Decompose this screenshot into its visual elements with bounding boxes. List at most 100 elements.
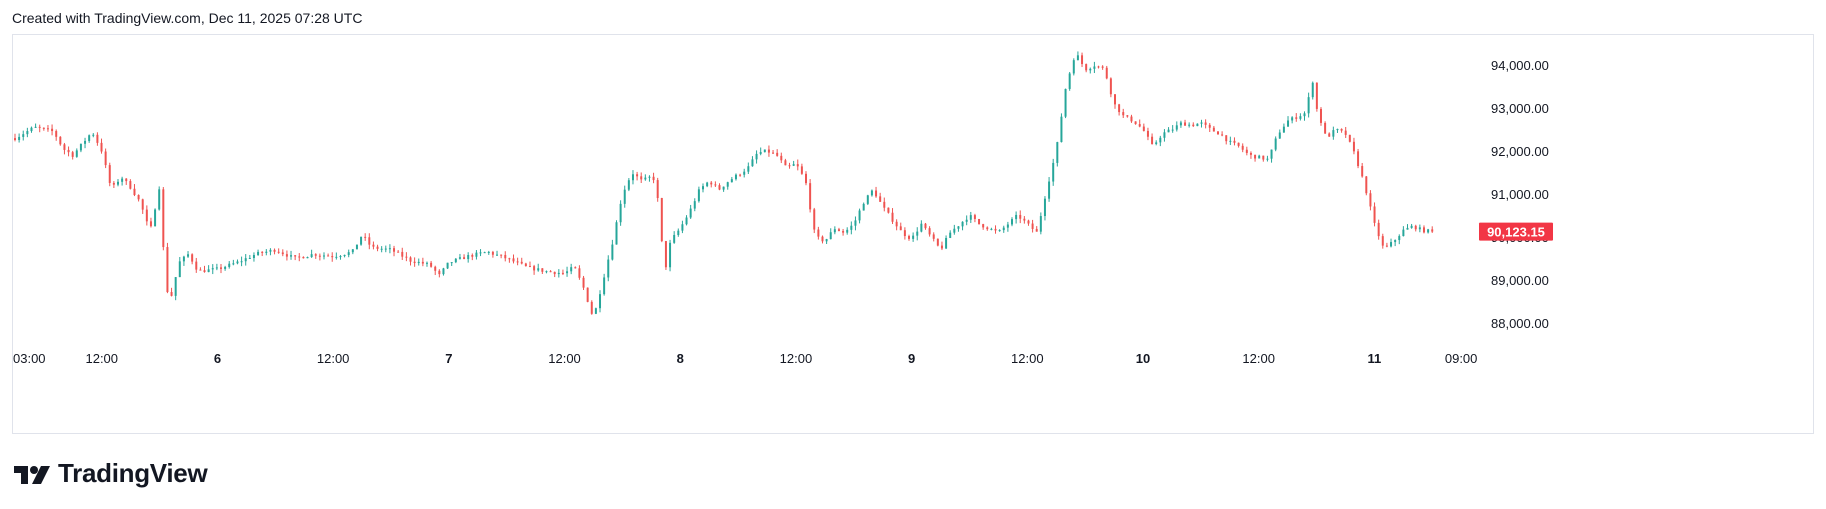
candle bbox=[631, 170, 634, 185]
time-tick-label: 7 bbox=[445, 351, 452, 366]
candle bbox=[796, 159, 799, 171]
candle bbox=[1303, 111, 1306, 121]
candle bbox=[702, 183, 705, 193]
candle bbox=[1254, 154, 1257, 162]
candle bbox=[75, 148, 78, 158]
candle bbox=[784, 158, 787, 166]
candle bbox=[463, 254, 466, 260]
candle bbox=[199, 267, 202, 271]
candle bbox=[368, 233, 371, 250]
candle bbox=[533, 264, 536, 275]
candle bbox=[71, 150, 74, 160]
candle bbox=[1332, 126, 1335, 140]
candle bbox=[924, 222, 927, 230]
candle bbox=[355, 244, 358, 250]
candle bbox=[1130, 114, 1133, 123]
candle bbox=[421, 257, 424, 267]
candle bbox=[916, 227, 919, 241]
candle bbox=[228, 261, 231, 269]
candle bbox=[1175, 121, 1178, 132]
candle bbox=[339, 255, 342, 260]
candle bbox=[611, 239, 614, 261]
candle bbox=[990, 227, 993, 231]
candle bbox=[664, 240, 667, 270]
candle bbox=[46, 125, 49, 132]
candle bbox=[912, 232, 915, 242]
candle bbox=[1216, 131, 1219, 135]
candle bbox=[706, 181, 709, 188]
chart-frame[interactable]: 88,000.0089,000.0090,000.0091,000.0092,0… bbox=[12, 34, 1814, 434]
candle bbox=[1142, 123, 1145, 132]
candle bbox=[734, 173, 737, 181]
candle bbox=[1138, 119, 1141, 128]
candle bbox=[1043, 196, 1046, 221]
candle bbox=[809, 179, 812, 213]
candle bbox=[1097, 65, 1100, 69]
candle bbox=[500, 254, 503, 259]
time-tick-label: 11 bbox=[1368, 351, 1382, 366]
candle bbox=[364, 233, 367, 241]
candle bbox=[1365, 175, 1368, 196]
candle bbox=[1151, 133, 1154, 145]
price-tick-label: 88,000.00 bbox=[1491, 316, 1549, 331]
candle bbox=[590, 300, 593, 315]
candle bbox=[170, 287, 173, 297]
candle bbox=[619, 200, 622, 226]
candle bbox=[318, 253, 321, 261]
candle bbox=[306, 256, 309, 259]
candle bbox=[265, 249, 268, 256]
candle bbox=[1179, 120, 1182, 128]
candle bbox=[232, 259, 235, 266]
candle bbox=[1027, 219, 1030, 226]
candle bbox=[1385, 242, 1388, 248]
candle bbox=[397, 250, 400, 253]
candle bbox=[739, 173, 742, 177]
candle bbox=[570, 263, 573, 275]
candle bbox=[681, 220, 684, 234]
candle bbox=[496, 250, 499, 256]
candle bbox=[1159, 135, 1162, 147]
candle bbox=[1221, 131, 1224, 137]
candle bbox=[1039, 212, 1042, 235]
candle bbox=[1056, 141, 1059, 167]
candle bbox=[763, 149, 766, 153]
candle bbox=[516, 257, 519, 266]
candle bbox=[314, 253, 317, 259]
candle bbox=[821, 235, 824, 244]
tradingview-logo[interactable]: TradingView bbox=[14, 458, 208, 489]
candle bbox=[644, 174, 647, 181]
candle bbox=[978, 218, 981, 225]
candle bbox=[1089, 67, 1092, 74]
candle bbox=[252, 252, 255, 262]
candle bbox=[302, 256, 305, 259]
candle bbox=[1200, 119, 1203, 128]
candle bbox=[767, 145, 770, 157]
candle bbox=[1113, 94, 1116, 109]
candle bbox=[994, 225, 997, 234]
candle bbox=[51, 124, 54, 136]
candle bbox=[442, 267, 445, 276]
candle bbox=[582, 275, 585, 290]
candle bbox=[405, 252, 408, 262]
candle bbox=[438, 269, 441, 278]
candle bbox=[1299, 113, 1302, 121]
last-price-label: 90,123.15 bbox=[1487, 225, 1545, 240]
candle bbox=[1295, 113, 1298, 122]
candle bbox=[1394, 239, 1397, 247]
candle bbox=[1109, 77, 1112, 98]
candle bbox=[833, 226, 836, 235]
candle bbox=[858, 208, 861, 224]
candle bbox=[88, 134, 91, 143]
candle bbox=[936, 238, 939, 247]
time-tick-label: 8 bbox=[677, 351, 684, 366]
candle bbox=[458, 253, 461, 260]
candle bbox=[862, 202, 865, 211]
candle bbox=[1076, 51, 1079, 61]
price-tick-label: 94,000.00 bbox=[1491, 58, 1549, 73]
candlestick-chart[interactable]: 88,000.0089,000.0090,000.0091,000.0092,0… bbox=[13, 35, 1815, 435]
candle bbox=[623, 185, 626, 208]
candle bbox=[1291, 116, 1294, 124]
candle bbox=[1344, 126, 1347, 139]
candle bbox=[1245, 146, 1248, 156]
candle bbox=[22, 130, 25, 141]
